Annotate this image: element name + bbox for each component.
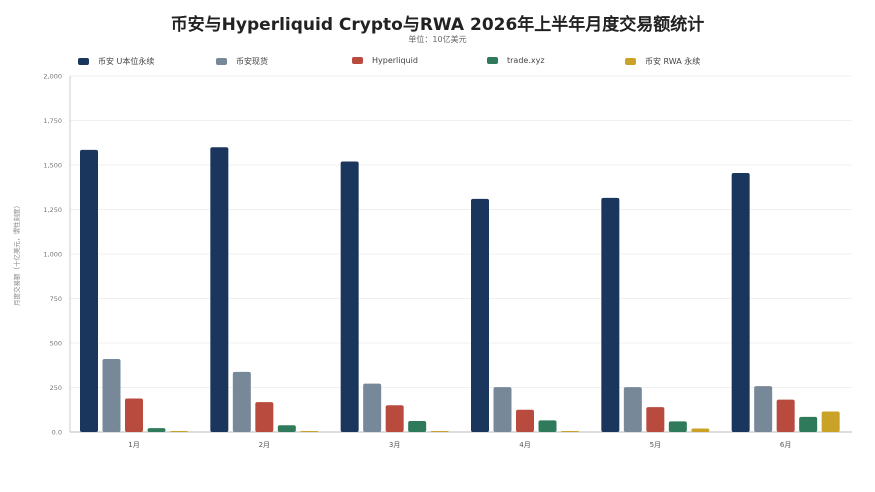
y-tick-label-1: 250 xyxy=(50,384,62,392)
legend-label-2: 币安现货 xyxy=(236,57,268,66)
bar-3-5 xyxy=(646,407,665,432)
bar-2-2 xyxy=(232,371,251,432)
legend-swatch-2 xyxy=(216,58,227,65)
bar-3-3 xyxy=(385,405,404,432)
chart-legend: 币安 U本位永续 币安现货 Hyperliquid trade.xyz 币安 RWA 永… xyxy=(0,56,875,68)
bar-3-4 xyxy=(516,409,534,432)
legend-swatch-3 xyxy=(352,57,363,64)
y-tick-label-8: 2,000 xyxy=(43,73,62,81)
x-tick-label-6: 6月 xyxy=(780,441,791,449)
bar-4-4 xyxy=(538,420,557,432)
chart-subtitle: 单位：10亿美元 xyxy=(408,35,467,44)
x-tick-label-4: 4月 xyxy=(519,441,530,449)
y-tick-label-0: 0.0 xyxy=(52,429,62,437)
bar-4-5 xyxy=(668,421,687,432)
legend-swatch-4 xyxy=(487,57,498,64)
legend-item-4: trade.xyz xyxy=(487,56,545,65)
bar-1-1 xyxy=(80,149,98,432)
legend-swatch-1 xyxy=(78,58,89,65)
bar-1-4 xyxy=(471,198,489,432)
bar-3-1 xyxy=(125,398,143,432)
bar-4-2 xyxy=(277,425,296,432)
legend-label-1: 币安 U本位永续 xyxy=(98,57,155,66)
legend-label-3: Hyperliquid xyxy=(372,56,418,65)
legend-swatch-5 xyxy=(625,58,636,65)
bar-1-2 xyxy=(210,147,229,432)
bar-2-3 xyxy=(363,383,382,432)
legend-label-5: 币安 RWA 永续 xyxy=(645,57,701,66)
y-tick-label-4: 1,000 xyxy=(43,251,62,259)
bar-4-1 xyxy=(147,428,166,432)
x-tick-label-5: 5月 xyxy=(650,441,661,449)
bar-4-3 xyxy=(408,420,427,432)
bar-2-6 xyxy=(754,386,773,432)
bar-5-3 xyxy=(430,431,449,432)
y-tick-label-5: 1,250 xyxy=(43,206,62,214)
bar-5-6 xyxy=(821,411,840,432)
y-tick-label-2: 500 xyxy=(50,340,62,348)
y-axis-label: 月度交易额（十亿美元，谓性刻度） xyxy=(12,202,21,306)
y-tick-label-6: 1,500 xyxy=(43,162,62,170)
legend-label-4: trade.xyz xyxy=(507,56,545,65)
bar-5-5 xyxy=(691,428,710,432)
legend-item-1: 币安 U本位永续 xyxy=(78,56,154,67)
legend-item-3: Hyperliquid xyxy=(352,56,418,65)
bar-1-5 xyxy=(601,197,620,432)
bar-2-5 xyxy=(623,387,642,432)
bar-1-6 xyxy=(731,173,750,432)
bar-5-4 xyxy=(561,431,579,432)
bar-3-6 xyxy=(776,399,795,432)
x-tick-label-1: 1月 xyxy=(128,441,139,449)
bar-5-1 xyxy=(170,431,188,432)
bar-2-1 xyxy=(102,359,121,432)
y-tick-label-7: 1,750 xyxy=(43,117,62,125)
bar-2-4 xyxy=(493,387,512,432)
bar-1-3 xyxy=(340,161,359,432)
y-tick-label-3: 750 xyxy=(50,295,62,303)
legend-item-2: 币安现货 xyxy=(216,56,268,67)
x-tick-label-3: 3月 xyxy=(389,441,400,449)
bar-3-2 xyxy=(255,402,274,432)
bar-4-6 xyxy=(799,416,818,432)
bar-5-2 xyxy=(300,431,319,432)
legend-item-5: 币安 RWA 永续 xyxy=(625,56,700,67)
x-tick-label-2: 2月 xyxy=(259,441,270,449)
chart-title: 币安与Hyperliquid Crypto与RWA 2026年上半年月度交易额统… xyxy=(170,15,705,35)
